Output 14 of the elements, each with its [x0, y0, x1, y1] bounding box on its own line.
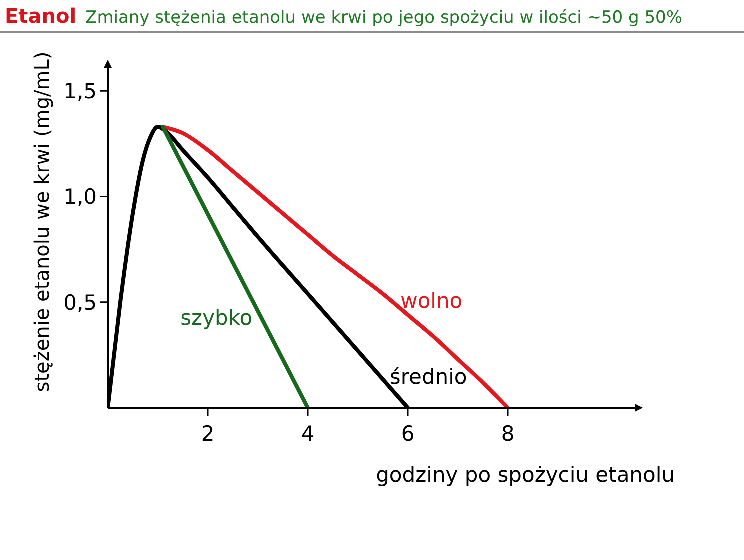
x-tick-label: 8 — [501, 422, 515, 446]
y-axis-title: stężenie etanolu we krwi (mg/mL) — [30, 52, 54, 392]
x-tick-label: 2 — [201, 422, 215, 446]
x-tick-label: 6 — [401, 422, 415, 446]
chart-title: Etanol — [5, 4, 77, 28]
series-label: wolno — [400, 289, 463, 314]
series-label: średnio — [390, 365, 468, 390]
x-axis-title: godziny po spożyciu etanolu — [376, 463, 675, 487]
y-tick-label: 0,5 — [64, 290, 97, 315]
series-label: szybko — [180, 306, 253, 330]
y-tick-label: 1,5 — [64, 80, 97, 104]
x-tick-label: 4 — [301, 422, 315, 446]
y-tick-label: 1,0 — [64, 185, 97, 210]
chart-subtitle: Zmiany stężenia etanolu we krwi po jego spożyciu w ilości ~50 g 50% — [86, 8, 682, 28]
